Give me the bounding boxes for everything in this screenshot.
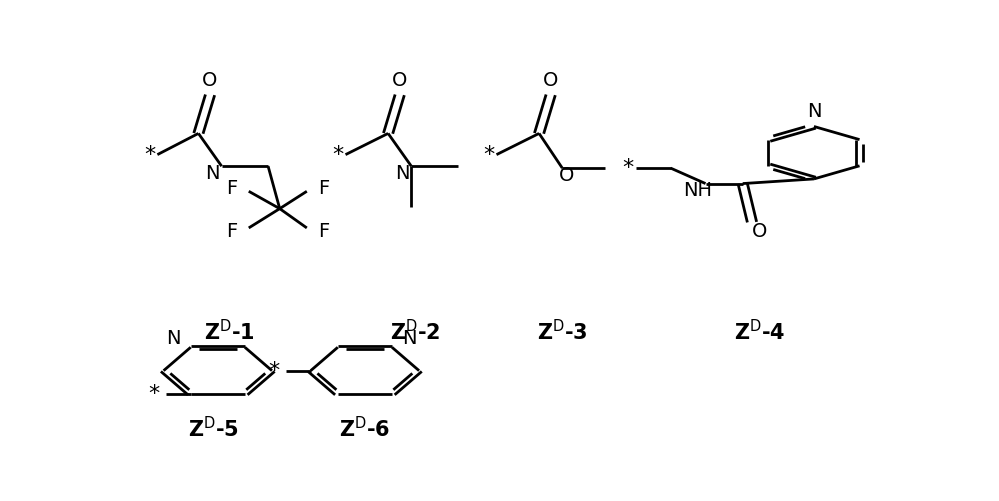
- Text: *: *: [144, 145, 155, 165]
- Text: O: O: [203, 71, 218, 90]
- Text: Z$^{\mathrm{D}}$-4: Z$^{\mathrm{D}}$-4: [734, 320, 785, 345]
- Text: Z$^{\mathrm{D}}$-2: Z$^{\mathrm{D}}$-2: [390, 320, 441, 345]
- Text: O: O: [392, 71, 408, 90]
- Text: N: N: [395, 164, 410, 183]
- Text: Z$^{\mathrm{D}}$-1: Z$^{\mathrm{D}}$-1: [204, 320, 255, 345]
- Text: O: O: [752, 222, 767, 241]
- Text: N: N: [205, 164, 220, 183]
- Text: O: O: [543, 71, 558, 90]
- Text: F: F: [226, 179, 238, 198]
- Text: *: *: [622, 158, 633, 178]
- Text: *: *: [268, 361, 279, 381]
- Text: *: *: [332, 145, 344, 165]
- Text: N: N: [806, 102, 821, 121]
- Text: F: F: [226, 221, 238, 240]
- Text: Z$^{\mathrm{D}}$-3: Z$^{\mathrm{D}}$-3: [536, 320, 587, 345]
- Text: Z$^{\mathrm{D}}$-6: Z$^{\mathrm{D}}$-6: [340, 416, 391, 441]
- Text: *: *: [148, 384, 159, 404]
- Text: Z$^{\mathrm{D}}$-5: Z$^{\mathrm{D}}$-5: [189, 416, 240, 441]
- Text: F: F: [319, 179, 330, 198]
- Text: *: *: [484, 145, 495, 165]
- Text: N: N: [402, 329, 417, 348]
- Text: N: N: [167, 329, 181, 348]
- Text: NH: NH: [683, 181, 712, 200]
- Text: F: F: [319, 221, 330, 240]
- Text: O: O: [558, 166, 573, 185]
